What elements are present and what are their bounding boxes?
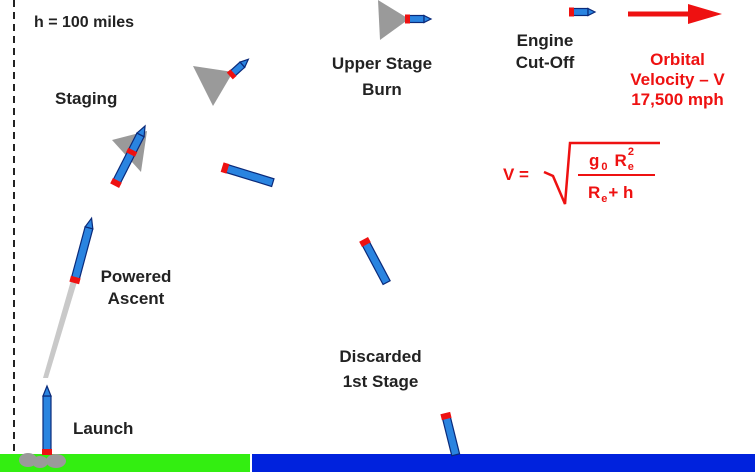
launch-smoke — [19, 453, 66, 468]
rocket-icon — [226, 58, 250, 80]
discarded-stage-line2: 1st Stage — [342, 372, 419, 391]
orbital-velocity-line1: Orbital — [650, 50, 705, 69]
powered-ascent-label: Powered Ascent — [92, 266, 180, 310]
formula-lhs: V = — [503, 165, 529, 184]
powered-ascent-line1: Powered — [100, 267, 172, 286]
discarded-stage-icon — [440, 411, 461, 457]
ocean-strip — [252, 454, 755, 472]
upper-stage-burn-line1: Upper Stage — [331, 54, 433, 73]
formula-numerator: g 0 Re2 — [589, 146, 634, 173]
discarded-stage-line1: Discarded — [339, 347, 422, 366]
upper-stage-burn-label: Upper Stage Burn — [322, 53, 442, 101]
altitude-label: h = 100 miles — [34, 14, 135, 31]
orbital-velocity-formula: V = g 0 Re2 Re+ h — [503, 141, 660, 205]
exhaust-cone-icon — [193, 66, 233, 106]
powered-ascent-line2: Ascent — [107, 289, 165, 308]
velocity-arrow-icon — [628, 4, 722, 24]
formula-denominator: Re+ h — [588, 183, 633, 205]
orbital-velocity-line2: Velocity – V — [630, 70, 725, 89]
engine-cutoff-label: Engine Cut-Off — [505, 30, 585, 74]
engine-cutoff-line1: Engine — [516, 31, 574, 50]
rocket-icon — [110, 124, 146, 188]
upper-stage-burn-line2: Burn — [362, 80, 402, 99]
ascent-exhaust-trail — [43, 270, 80, 378]
radical-sign — [543, 141, 660, 205]
orbital-velocity-line3: 17,500 mph — [631, 90, 724, 109]
discarded-stage-label: Discarded 1st Stage — [328, 346, 433, 393]
discarded-stage-icon — [220, 162, 275, 188]
staging-label: Staging — [55, 89, 118, 108]
exhaust-cone-icon — [378, 0, 409, 40]
discarded-stage-icon — [359, 237, 391, 286]
rocket-icon — [569, 7, 597, 17]
rocket-icon — [69, 216, 94, 285]
orbital-velocity-label: Orbital Velocity – V 17,500 mph — [615, 50, 740, 110]
rocket-icon — [405, 14, 433, 24]
launch-label: Launch — [73, 419, 134, 438]
rocket-icon — [42, 384, 52, 455]
engine-cutoff-line2: Cut-Off — [515, 53, 575, 72]
